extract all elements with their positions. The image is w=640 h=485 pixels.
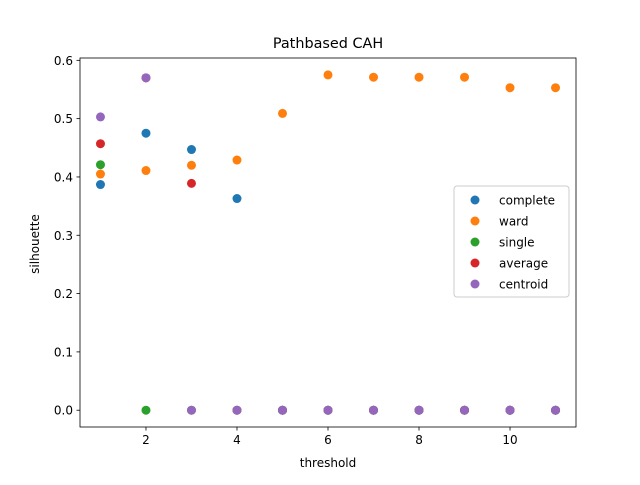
x-tick-label: 2 (142, 433, 150, 447)
axis-ticks: 2 4 6 8 10 0.0 0.1 0.2 0.3 0.4 0.5 0.6 (54, 54, 518, 447)
chart-title: Pathbased CAH (273, 36, 383, 52)
data-point-centroid (505, 405, 515, 415)
legend-label-centroid: centroid (499, 278, 548, 292)
data-point-ward (186, 160, 196, 170)
data-point-ward (551, 83, 561, 93)
data-point-average (186, 178, 196, 188)
legend-label-single: single (499, 236, 535, 250)
legend-label-ward: ward (499, 215, 529, 229)
data-point-centroid (323, 405, 333, 415)
x-tick-label: 4 (233, 433, 241, 447)
data-point-complete (186, 145, 196, 155)
data-point-ward (505, 83, 515, 93)
y-tick-label: 0.2 (54, 287, 73, 301)
data-point-centroid (277, 405, 287, 415)
data-point-ward (277, 108, 287, 118)
data-point-centroid (414, 405, 424, 415)
legend-marker-complete (470, 195, 480, 205)
data-point-complete (141, 128, 151, 138)
series-ward (95, 70, 561, 179)
y-tick-label: 0.5 (54, 112, 73, 126)
legend-marker-average (470, 258, 480, 268)
y-axis-label: silhouette (28, 214, 42, 274)
legend-marker-centroid (470, 279, 480, 289)
y-tick-label: 0.0 (54, 404, 73, 418)
y-tick-label: 0.6 (54, 54, 73, 68)
series-centroid (95, 73, 561, 415)
legend-marker-single (470, 237, 480, 247)
y-tick-label: 0.3 (54, 229, 73, 243)
x-tick-label: 6 (324, 433, 332, 447)
data-point-ward (141, 166, 151, 176)
data-point-ward (323, 70, 333, 80)
data-point-centroid (369, 405, 379, 415)
data-point-single (95, 160, 105, 170)
data-point-ward (414, 72, 424, 82)
data-point-centroid (232, 405, 242, 415)
data-point-complete (95, 180, 105, 190)
legend-label-average: average (499, 257, 548, 271)
x-tick-label: 10 (502, 433, 517, 447)
chart-legend: complete ward single average centroid (453, 185, 570, 298)
y-tick-label: 0.1 (54, 345, 73, 359)
data-point-complete (232, 194, 242, 204)
data-points (95, 70, 561, 415)
data-point-ward (232, 155, 242, 165)
data-point-centroid (460, 405, 470, 415)
x-axis-label: threshold (300, 456, 357, 470)
legend-label-complete: complete (499, 194, 555, 208)
x-tick-label: 8 (415, 433, 423, 447)
data-point-centroid (186, 405, 196, 415)
y-tick-label: 0.4 (54, 170, 73, 184)
data-point-ward (460, 72, 470, 82)
data-point-ward (369, 72, 379, 82)
data-point-centroid (551, 405, 561, 415)
data-point-ward (95, 169, 105, 179)
data-point-average (95, 139, 105, 149)
data-point-centroid (141, 73, 151, 83)
legend-box (453, 185, 570, 298)
data-point-single (141, 405, 151, 415)
data-point-centroid (95, 112, 105, 122)
legend-marker-ward (470, 216, 480, 226)
plot-frame (79, 57, 577, 428)
